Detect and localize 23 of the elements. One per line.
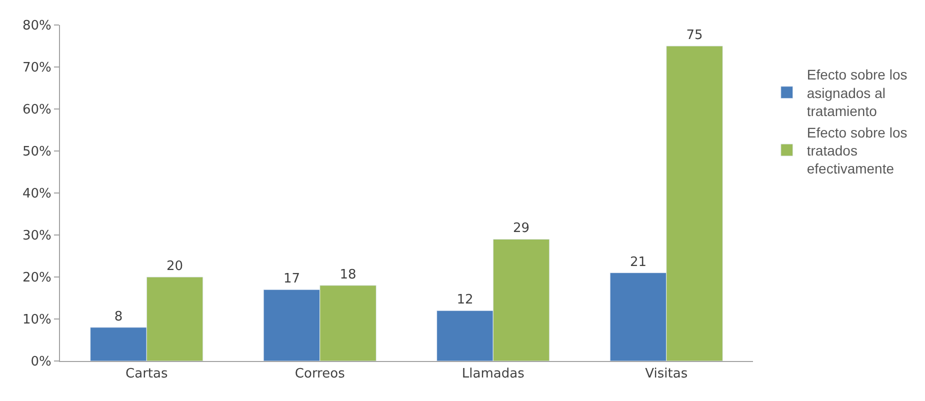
data-label: 17: [283, 272, 300, 287]
y-tick-label: 70%: [22, 60, 52, 76]
y-tick-label: 40%: [22, 186, 52, 202]
y-tick-label: 30%: [22, 228, 52, 244]
data-label: 12: [456, 292, 474, 308]
x-tick-label: Cartas: [126, 366, 168, 382]
x-tick-label: Visitas: [645, 366, 688, 382]
legend-label: Efecto sobre los tratados efectivamente: [806, 124, 908, 177]
data-label: 29: [513, 221, 530, 236]
data-label: 75: [686, 28, 703, 43]
data-label: 20: [166, 259, 184, 274]
y-tick-label: 80%: [22, 18, 52, 34]
y-tick-label: 60%: [22, 102, 52, 118]
y-tick-label: 10%: [22, 312, 52, 328]
y-tick-label: 0%: [30, 354, 52, 370]
data-label: 21: [630, 254, 646, 270]
x-tick-label: Llamadas: [462, 366, 525, 382]
data-label: 18: [340, 267, 356, 282]
y-tick-label: 50%: [22, 144, 52, 160]
x-tick-label: Correos: [294, 366, 346, 382]
data-label: 8: [114, 309, 123, 324]
legend-label: Efecto sobre los asignados al tratamiento: [806, 66, 908, 120]
y-tick-label: 20%: [22, 270, 52, 286]
